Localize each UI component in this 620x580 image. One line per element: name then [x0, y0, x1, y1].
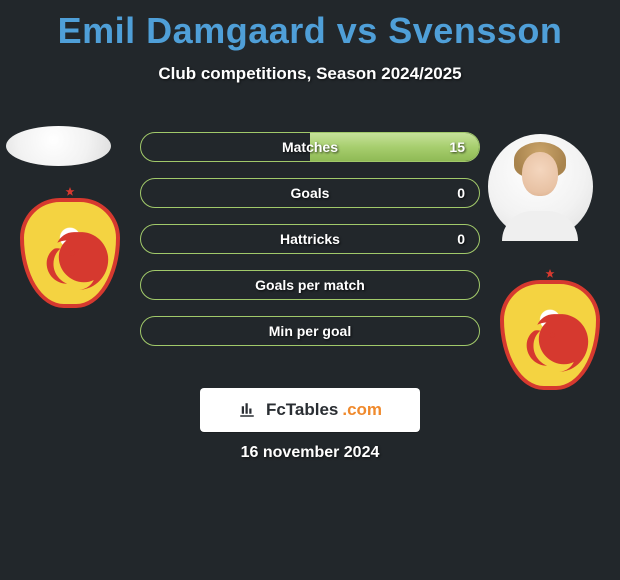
stat-label: Min per goal [141, 317, 479, 345]
page-subtitle: Club competitions, Season 2024/2025 [0, 64, 620, 84]
stat-label: Hattricks [141, 225, 479, 253]
page-title: Emil Damgaard vs Svensson [0, 10, 620, 52]
player-right-avatar [488, 134, 593, 239]
stat-value-right: 0 [457, 225, 465, 253]
stat-label: Matches [141, 133, 479, 161]
player-left-avatar [6, 126, 111, 166]
stat-row: Min per goal [140, 316, 480, 346]
bar-chart-icon [238, 401, 256, 419]
brand-suffix: .com [342, 400, 382, 420]
club-badge-right [500, 270, 600, 390]
brand-name: FcTables [266, 400, 338, 420]
stat-row: Matches15 [140, 132, 480, 162]
brand-card: FcTables.com [200, 388, 420, 432]
stat-value-right: 0 [457, 179, 465, 207]
stat-value-right: 15 [449, 133, 465, 161]
stat-row: Goals0 [140, 178, 480, 208]
stat-label: Goals [141, 179, 479, 207]
stat-label: Goals per match [141, 271, 479, 299]
stat-row: Goals per match [140, 270, 480, 300]
club-badge-left [20, 188, 120, 308]
lion-icon [36, 224, 112, 304]
star-icon [544, 268, 556, 280]
star-icon [64, 186, 76, 198]
stats-container: Matches15Goals0Hattricks0Goals per match… [140, 132, 480, 362]
date-text: 16 november 2024 [0, 444, 620, 462]
stat-row: Hattricks0 [140, 224, 480, 254]
lion-icon [516, 306, 592, 386]
